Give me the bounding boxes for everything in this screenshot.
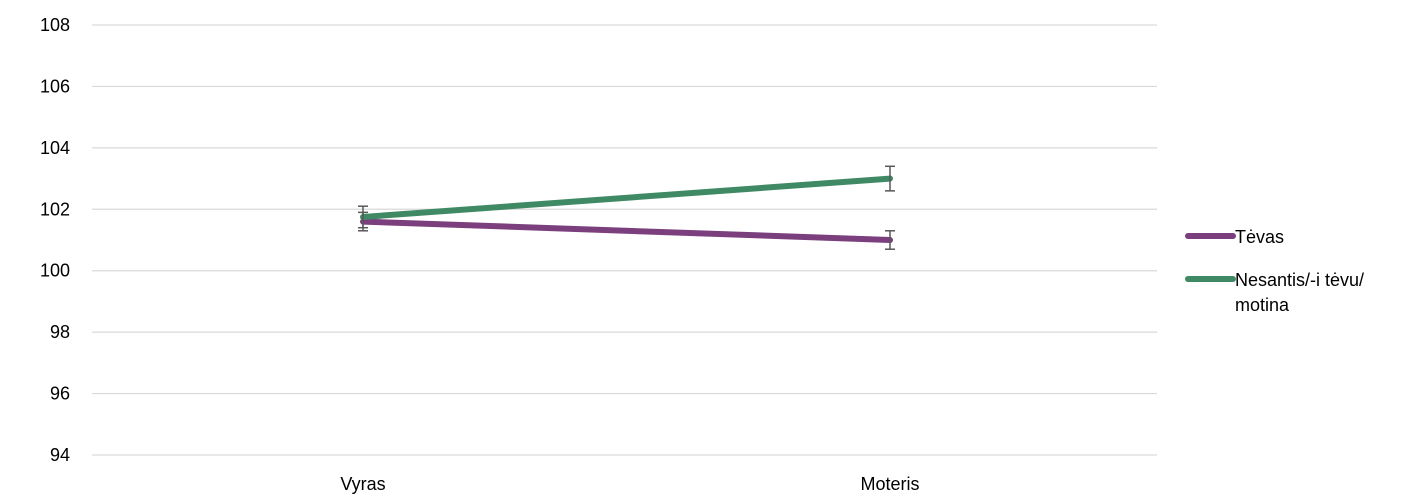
y-tick-label: 100	[40, 261, 70, 281]
legend: Tėvas Nesantis/-i tėvu/motina	[1185, 227, 1364, 315]
series-lines	[360, 175, 893, 243]
error-bar	[885, 165, 895, 192]
y-tick-label: 106	[40, 76, 70, 96]
y-tick-label: 104	[40, 138, 70, 158]
x-axis-tick-labels: Vyras Moteris	[340, 474, 919, 494]
legend-label: Tėvas	[1235, 227, 1284, 247]
series-line	[360, 218, 893, 243]
legend-label: Nesantis/-i tėvu/	[1235, 270, 1364, 290]
error-bar	[885, 230, 895, 250]
y-tick-label: 96	[50, 384, 70, 404]
y-tick-label: 94	[50, 445, 70, 465]
legend-item: Nesantis/-i tėvu/motina	[1185, 270, 1364, 315]
y-tick-label: 98	[50, 322, 70, 342]
x-tick-label: Vyras	[340, 474, 385, 494]
y-tick-label: 102	[40, 199, 70, 219]
legend-item: Tėvas	[1185, 227, 1284, 247]
y-tick-label: 108	[40, 15, 70, 35]
series-line	[360, 175, 893, 220]
legend-label: motina	[1235, 295, 1290, 315]
error-bars	[358, 165, 895, 250]
x-tick-label: Moteris	[860, 474, 919, 494]
error-bar	[358, 205, 368, 229]
gridlines	[92, 24, 1157, 456]
y-axis-tick-labels: 94 96 98 100 102 104 106 108	[40, 15, 70, 465]
